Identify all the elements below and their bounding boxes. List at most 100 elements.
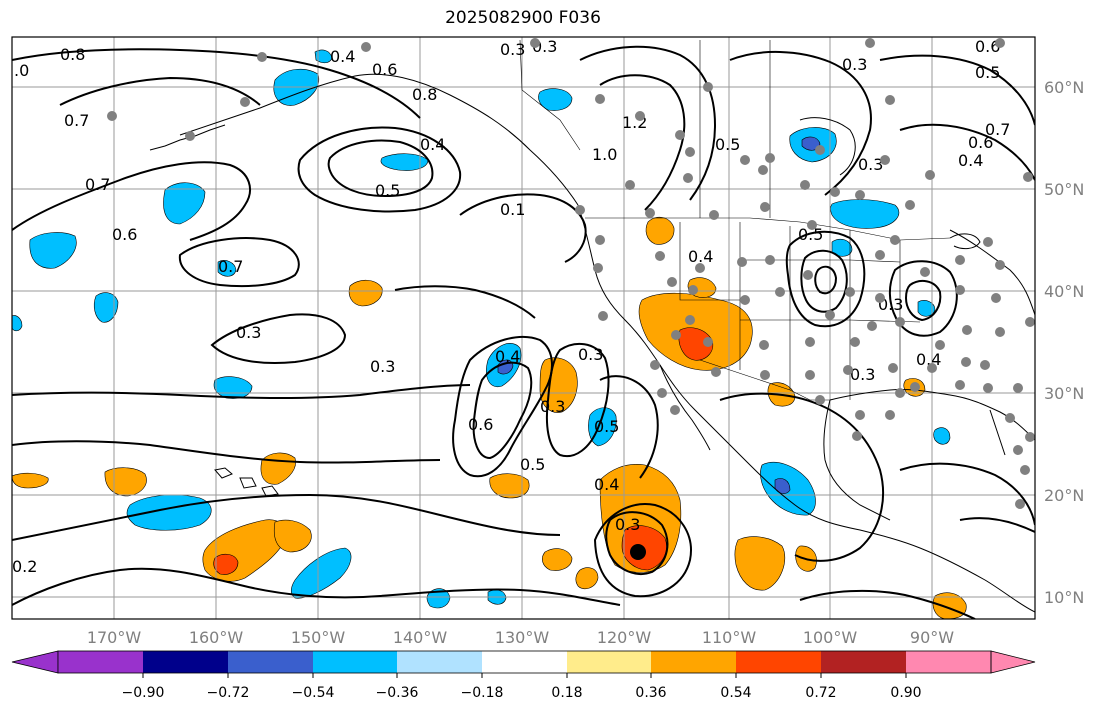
contour-2 [12, 493, 561, 541]
warm-patch-mexico-s [734, 536, 786, 591]
negative-anomaly-shading [12, 49, 951, 609]
contour-label: 0.5 [715, 135, 740, 154]
contour-label: 0.6 [975, 37, 1000, 56]
contour-4 [12, 384, 471, 400]
hawaii-2 [239, 477, 257, 489]
contour-label: 0.7 [64, 111, 89, 130]
latitude-axis: 60°N 50°N 40°N 30°N 20°N 10°N [1044, 78, 1084, 607]
map-panel: .0 0.8 0.4 0.3 0.3 0.6 0.8 0.7 0.7 0.6 0… [12, 37, 1035, 619]
warm-core-sw-us [678, 327, 714, 361]
contour-label: .0 [14, 61, 29, 80]
colorbar-swatch [143, 651, 228, 673]
positive-anomaly-shading [12, 216, 967, 619]
map-frame [11, 36, 1036, 620]
cool-patch-140 [126, 494, 212, 531]
contour-28 [899, 123, 1035, 181]
great-lakes [949, 233, 981, 250]
contour-label: 0.3 [236, 323, 261, 342]
contour-32 [959, 517, 1035, 533]
contour-9 [12, 48, 421, 119]
contour-8 [327, 139, 434, 198]
lat-tick-label: 40°N [1044, 282, 1084, 301]
contour-label: 0.3 [578, 345, 603, 364]
cool-patch-940 [933, 427, 951, 445]
contour-13 [452, 335, 553, 478]
contour-14 [472, 361, 533, 460]
station-markers [107, 38, 1035, 509]
contour-label: 0.4 [594, 475, 619, 494]
contour-10 [59, 76, 261, 106]
lon-tick-label: 120°W [597, 628, 652, 647]
contour-20 [800, 249, 848, 313]
graticule [12, 37, 1035, 619]
chart-title: 2025082900 F036 [445, 8, 601, 28]
lat-tick-label: 50°N [1044, 180, 1084, 199]
contour-24 [579, 45, 717, 201]
warm-patch-w-edge [12, 472, 49, 489]
hudson-bay [799, 117, 856, 176]
east-coast [949, 229, 1035, 316]
contour-label: 0.5 [798, 225, 823, 244]
cool-core-hudson [801, 136, 821, 151]
cool-patch-920 [917, 300, 936, 317]
contour-1 [12, 567, 621, 606]
contour-27 [879, 54, 1035, 126]
cool-patch-540 [538, 88, 573, 111]
contour-29 [719, 392, 884, 562]
contour-23 [904, 279, 942, 322]
cool-patch-440 [426, 588, 451, 609]
contour-label: 0.7 [218, 257, 243, 276]
colorbar-swatch [906, 651, 991, 673]
warm-core-hawaii-w [213, 553, 239, 575]
west-coast-na [577, 204, 1035, 613]
colorbar: −0.90 −0.72 −0.54 −0.36 −0.18 0.18 0.36 … [11, 650, 1036, 701]
lon-tick-label: 110°W [702, 628, 757, 647]
contour-15 [545, 342, 610, 458]
contour-6 [178, 237, 300, 288]
colorbar-swatch [567, 651, 651, 673]
colorbar-swatch [58, 651, 143, 673]
colorbar-tick-label: −0.36 [376, 685, 419, 701]
colorbar-arrow-left [11, 650, 59, 674]
hawaii-1 [214, 467, 233, 479]
contour-label: 0.3 [858, 155, 883, 174]
cool-patch-315 [314, 49, 333, 64]
contour-label: 0.6 [468, 415, 493, 434]
alaska-canada-border [519, 39, 581, 151]
contour-label: 0.5 [975, 63, 1000, 82]
lon-tick-label: 160°W [189, 628, 244, 647]
contour-label: 0.1 [500, 200, 525, 219]
contour-30 [899, 462, 1035, 526]
lon-tick-label: 170°W [87, 628, 142, 647]
colorbar-tick-label: −0.18 [461, 685, 504, 701]
cool-patch-gulf-ak [380, 153, 429, 171]
contour-label: 0.4 [495, 347, 520, 366]
contour-label: 0.4 [330, 47, 355, 66]
colorbar-swatch [651, 651, 736, 673]
warm-patch-40n [348, 279, 383, 307]
colorbar-tick-label: −0.90 [122, 685, 165, 701]
contour-label: 0.3 [850, 365, 875, 384]
contour-label: 0.4 [420, 135, 445, 154]
contour-17 [605, 511, 669, 575]
cool-patch-w-pac2 [163, 182, 206, 225]
contour-label: 0.5 [520, 455, 545, 474]
cool-patch-12 [12, 315, 23, 332]
contour-21 [814, 265, 838, 295]
warm-patch-eastpac [575, 567, 599, 590]
contour-3 [12, 440, 441, 464]
colorbar-swatch [397, 651, 482, 673]
colorbar-tick-label: 0.36 [635, 685, 666, 701]
warm-patch-subtropic [489, 473, 530, 499]
colorbar-tick-label: 0.18 [551, 685, 582, 701]
contour-label: 0.8 [412, 85, 437, 104]
state-line-1 [679, 222, 740, 301]
lon-tick-label: 130°W [495, 628, 550, 647]
colorbar-swatch [482, 651, 567, 673]
contour-label: 0.3 [540, 397, 565, 416]
colorbar-swatch [821, 651, 906, 673]
colorbar-swatch [736, 651, 821, 673]
contour-label: 0.3 [500, 40, 525, 59]
colorbar-arrow-right [990, 650, 1036, 674]
